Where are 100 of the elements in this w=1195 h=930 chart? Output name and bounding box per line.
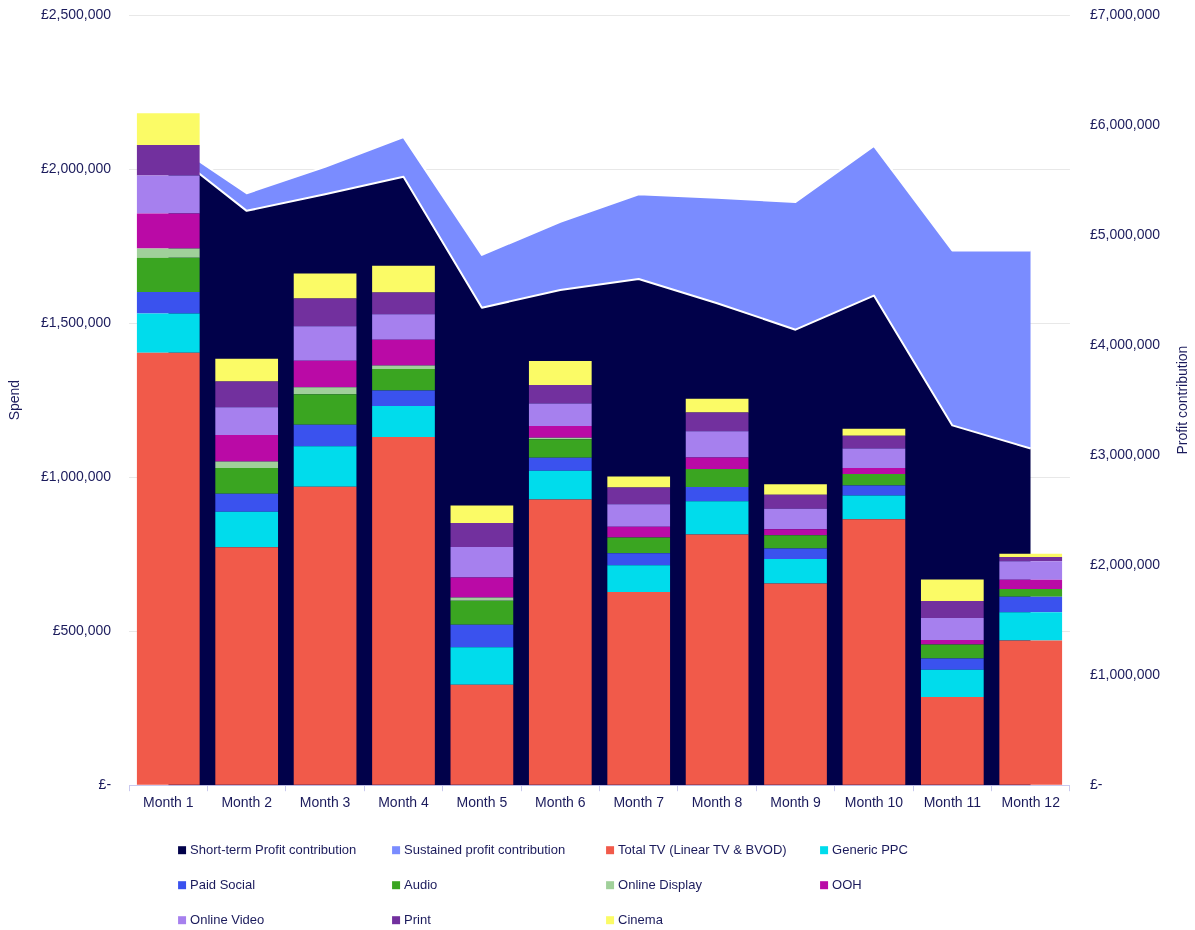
bar	[999, 579, 1063, 589]
x-tick-label: Month 3	[299, 794, 351, 811]
y-tick-label: £1,000,000	[40, 467, 112, 484]
bar	[764, 484, 827, 495]
bar	[607, 553, 671, 566]
bar	[293, 360, 357, 388]
bar	[920, 644, 984, 659]
legend-label: Generic PPC	[832, 841, 908, 857]
bar	[764, 548, 827, 560]
bar	[999, 596, 1063, 613]
x-tick-label: Month 11	[923, 794, 982, 811]
bar	[528, 425, 592, 438]
bar	[607, 592, 671, 785]
bar	[215, 434, 279, 462]
bar	[136, 291, 200, 314]
y2-tick-label: £6,000,000	[1089, 115, 1161, 132]
bar	[136, 175, 200, 214]
bar	[607, 526, 671, 538]
bar	[607, 476, 671, 488]
bar	[528, 499, 592, 785]
bar	[293, 446, 357, 487]
bar	[920, 579, 984, 601]
bar	[215, 547, 279, 785]
bar	[764, 529, 827, 536]
bar	[528, 360, 592, 385]
y2-tick-label: £4,000,000	[1089, 335, 1161, 352]
bar	[215, 358, 279, 382]
y-tick-label: £2,500,000	[40, 5, 112, 22]
bar	[842, 428, 906, 436]
y2-tick-label: £3,000,000	[1089, 445, 1161, 462]
bar	[372, 437, 435, 785]
legend-label: Online Video	[190, 911, 265, 927]
bar	[215, 511, 279, 548]
bar	[842, 474, 906, 486]
y2-tick-label: £1,000,000	[1089, 666, 1161, 683]
bar	[920, 640, 984, 645]
x-tick-label: Month 9	[770, 794, 822, 811]
y-tick-label: £-	[98, 776, 112, 793]
y2-tick-label: £2,000,000	[1089, 556, 1161, 572]
x-tick-label: Month 12	[1001, 794, 1061, 811]
bar	[764, 559, 827, 584]
bar	[215, 381, 279, 408]
bar	[136, 248, 200, 258]
legend-label: Online Display	[618, 876, 703, 892]
bar	[293, 326, 357, 361]
bar	[450, 647, 514, 685]
bar	[764, 494, 827, 509]
bar	[136, 313, 200, 353]
bar	[372, 405, 435, 438]
bar	[136, 257, 200, 292]
bar	[999, 588, 1063, 597]
bar	[842, 495, 906, 520]
legend-label: Sustained profit contribution	[404, 841, 566, 857]
bar	[215, 493, 279, 512]
bar	[920, 697, 984, 785]
y-tick-label: £500,000	[52, 622, 112, 639]
legend-label: Paid Social	[190, 876, 256, 892]
y-tick-label: £1,500,000	[40, 313, 112, 330]
bar	[842, 519, 906, 785]
bar	[136, 113, 200, 146]
bar	[920, 617, 984, 641]
bar	[372, 314, 435, 340]
y2-axis-title: Profit contribution	[1173, 345, 1190, 455]
bar	[136, 352, 200, 785]
bar	[685, 457, 749, 470]
bar	[372, 390, 435, 406]
bar	[450, 505, 514, 524]
bar	[450, 523, 514, 548]
bar	[685, 431, 749, 458]
legend-label: Short-term Profit contribution	[190, 841, 357, 857]
bar	[685, 534, 749, 785]
bar	[528, 457, 592, 471]
y2-tick-label: £5,000,000	[1089, 225, 1161, 242]
x-tick-label: Month 6	[535, 794, 586, 811]
bar	[999, 553, 1063, 557]
bar	[607, 504, 671, 527]
x-tick-label: Month 7	[613, 794, 665, 811]
x-tick-label: Month 1	[142, 794, 194, 811]
bar	[450, 684, 514, 785]
bar	[215, 467, 279, 494]
bar	[528, 470, 592, 500]
bar	[685, 412, 749, 432]
y2-tick-label: £7,000,000	[1089, 5, 1161, 22]
y-axis-title: Spend	[5, 379, 22, 421]
y-tick-label: £2,000,000	[40, 159, 112, 176]
bar	[999, 556, 1063, 562]
bar	[372, 368, 435, 391]
bar	[293, 486, 357, 785]
bar	[685, 398, 749, 413]
bar	[920, 669, 984, 698]
bar	[450, 577, 514, 598]
bar	[293, 394, 357, 425]
bar	[293, 424, 357, 447]
bar	[999, 561, 1063, 580]
x-tick-label: Month 5	[456, 794, 508, 811]
bar	[685, 486, 749, 502]
bar	[842, 448, 906, 468]
bar	[920, 600, 984, 618]
bar	[372, 292, 435, 315]
bar	[685, 501, 749, 535]
